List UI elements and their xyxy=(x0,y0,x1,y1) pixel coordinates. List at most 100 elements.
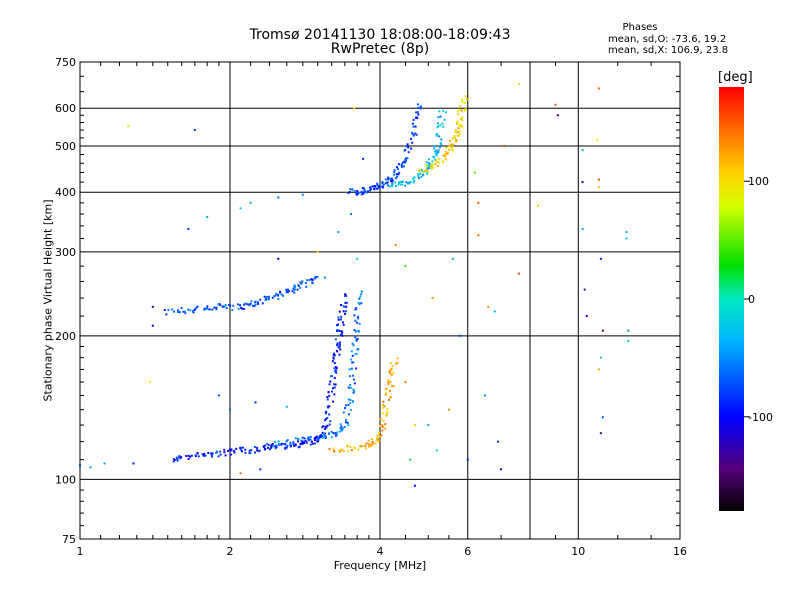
trace-point xyxy=(264,447,267,450)
scatter-point xyxy=(316,250,319,253)
trace-point xyxy=(368,443,371,446)
trace-point xyxy=(256,446,259,449)
trace-point xyxy=(339,423,342,426)
trace-point xyxy=(285,288,288,291)
trace-point xyxy=(271,443,274,446)
trace-point xyxy=(176,310,179,313)
trace-point xyxy=(450,146,453,149)
trace-point xyxy=(180,456,183,459)
scatter-point xyxy=(599,356,602,359)
trace-point xyxy=(229,453,232,456)
trace-point xyxy=(223,448,226,451)
trace-point xyxy=(190,454,193,457)
colorbar-label: [deg] xyxy=(718,70,753,85)
trace-point xyxy=(319,435,322,438)
trace-point xyxy=(375,439,378,442)
trace-point xyxy=(387,381,390,384)
trace-point xyxy=(292,443,295,446)
trace-point xyxy=(434,159,437,162)
trace-point xyxy=(254,300,257,303)
trace-point xyxy=(395,173,398,176)
trace-point xyxy=(389,177,392,180)
trace-point xyxy=(349,358,352,361)
trace-point xyxy=(210,455,213,458)
trace-point xyxy=(257,303,260,306)
trace-point xyxy=(337,316,340,319)
trace-point xyxy=(270,445,273,448)
scatter-point xyxy=(627,329,630,332)
trace-point xyxy=(387,379,390,382)
trace-point xyxy=(339,318,342,321)
trace-point xyxy=(319,436,322,439)
trace-point xyxy=(401,162,404,165)
trace-point xyxy=(393,169,396,172)
trace-point xyxy=(316,440,319,443)
trace-point xyxy=(373,188,376,191)
trace-point xyxy=(172,458,175,461)
scatter-point xyxy=(627,340,630,343)
trace-point xyxy=(300,282,303,285)
scatter-point xyxy=(581,181,584,184)
trace-point xyxy=(314,437,317,440)
trace-point xyxy=(433,150,436,153)
scatter-point xyxy=(431,297,434,300)
trace-point xyxy=(232,449,235,452)
trace-point xyxy=(394,181,397,184)
trace-point xyxy=(392,385,395,388)
trace-point xyxy=(428,163,431,166)
trace-point xyxy=(436,165,439,168)
trace-point xyxy=(267,298,270,301)
trace-point xyxy=(321,431,324,434)
trace-point xyxy=(376,182,379,185)
trace-point xyxy=(420,169,423,172)
trace-point xyxy=(434,152,437,155)
trace-point xyxy=(412,177,415,180)
trace-point xyxy=(215,451,218,454)
scatter-point xyxy=(249,201,252,204)
trace-point xyxy=(339,427,342,430)
trace-point xyxy=(453,135,456,138)
trace-point xyxy=(353,328,356,331)
trace-point xyxy=(351,188,354,191)
trace-point xyxy=(204,307,207,310)
colorbar-tick-label: 100 xyxy=(748,175,769,188)
trace-point xyxy=(286,291,289,294)
trace-point xyxy=(417,172,420,175)
trace-point xyxy=(381,425,384,428)
trace-point xyxy=(241,450,244,453)
trace-point xyxy=(336,323,339,326)
trace-point xyxy=(442,109,445,112)
trace-point xyxy=(333,362,336,365)
trace-point xyxy=(206,305,209,308)
trace-point xyxy=(297,284,300,287)
trace-point xyxy=(390,367,393,370)
scatter-point xyxy=(337,231,340,234)
trace-point xyxy=(176,458,179,461)
trace-point xyxy=(388,389,391,392)
trace-point xyxy=(461,101,464,104)
trace-point xyxy=(211,308,214,311)
trace-point xyxy=(310,440,313,443)
trace-point xyxy=(351,374,354,377)
trace-point xyxy=(426,172,429,175)
trace-point xyxy=(454,131,457,134)
y-tick-label: 75 xyxy=(62,533,76,546)
trace-point xyxy=(353,390,356,393)
trace-point xyxy=(299,443,302,446)
trace-point xyxy=(328,448,331,451)
trace-point xyxy=(344,293,347,296)
trace-point xyxy=(325,426,328,429)
trace-point xyxy=(349,386,352,389)
trace-point xyxy=(185,455,188,458)
trace-point xyxy=(387,176,390,179)
trace-point xyxy=(240,306,243,309)
trace-point xyxy=(348,191,351,194)
trace-point xyxy=(333,352,336,355)
scatter-point xyxy=(595,138,598,141)
scatter-point xyxy=(517,82,520,85)
trace-point xyxy=(367,190,370,193)
trace-point xyxy=(349,445,352,448)
scatter-point xyxy=(484,394,487,397)
trace-point xyxy=(379,424,382,427)
scatter-point xyxy=(151,305,154,308)
